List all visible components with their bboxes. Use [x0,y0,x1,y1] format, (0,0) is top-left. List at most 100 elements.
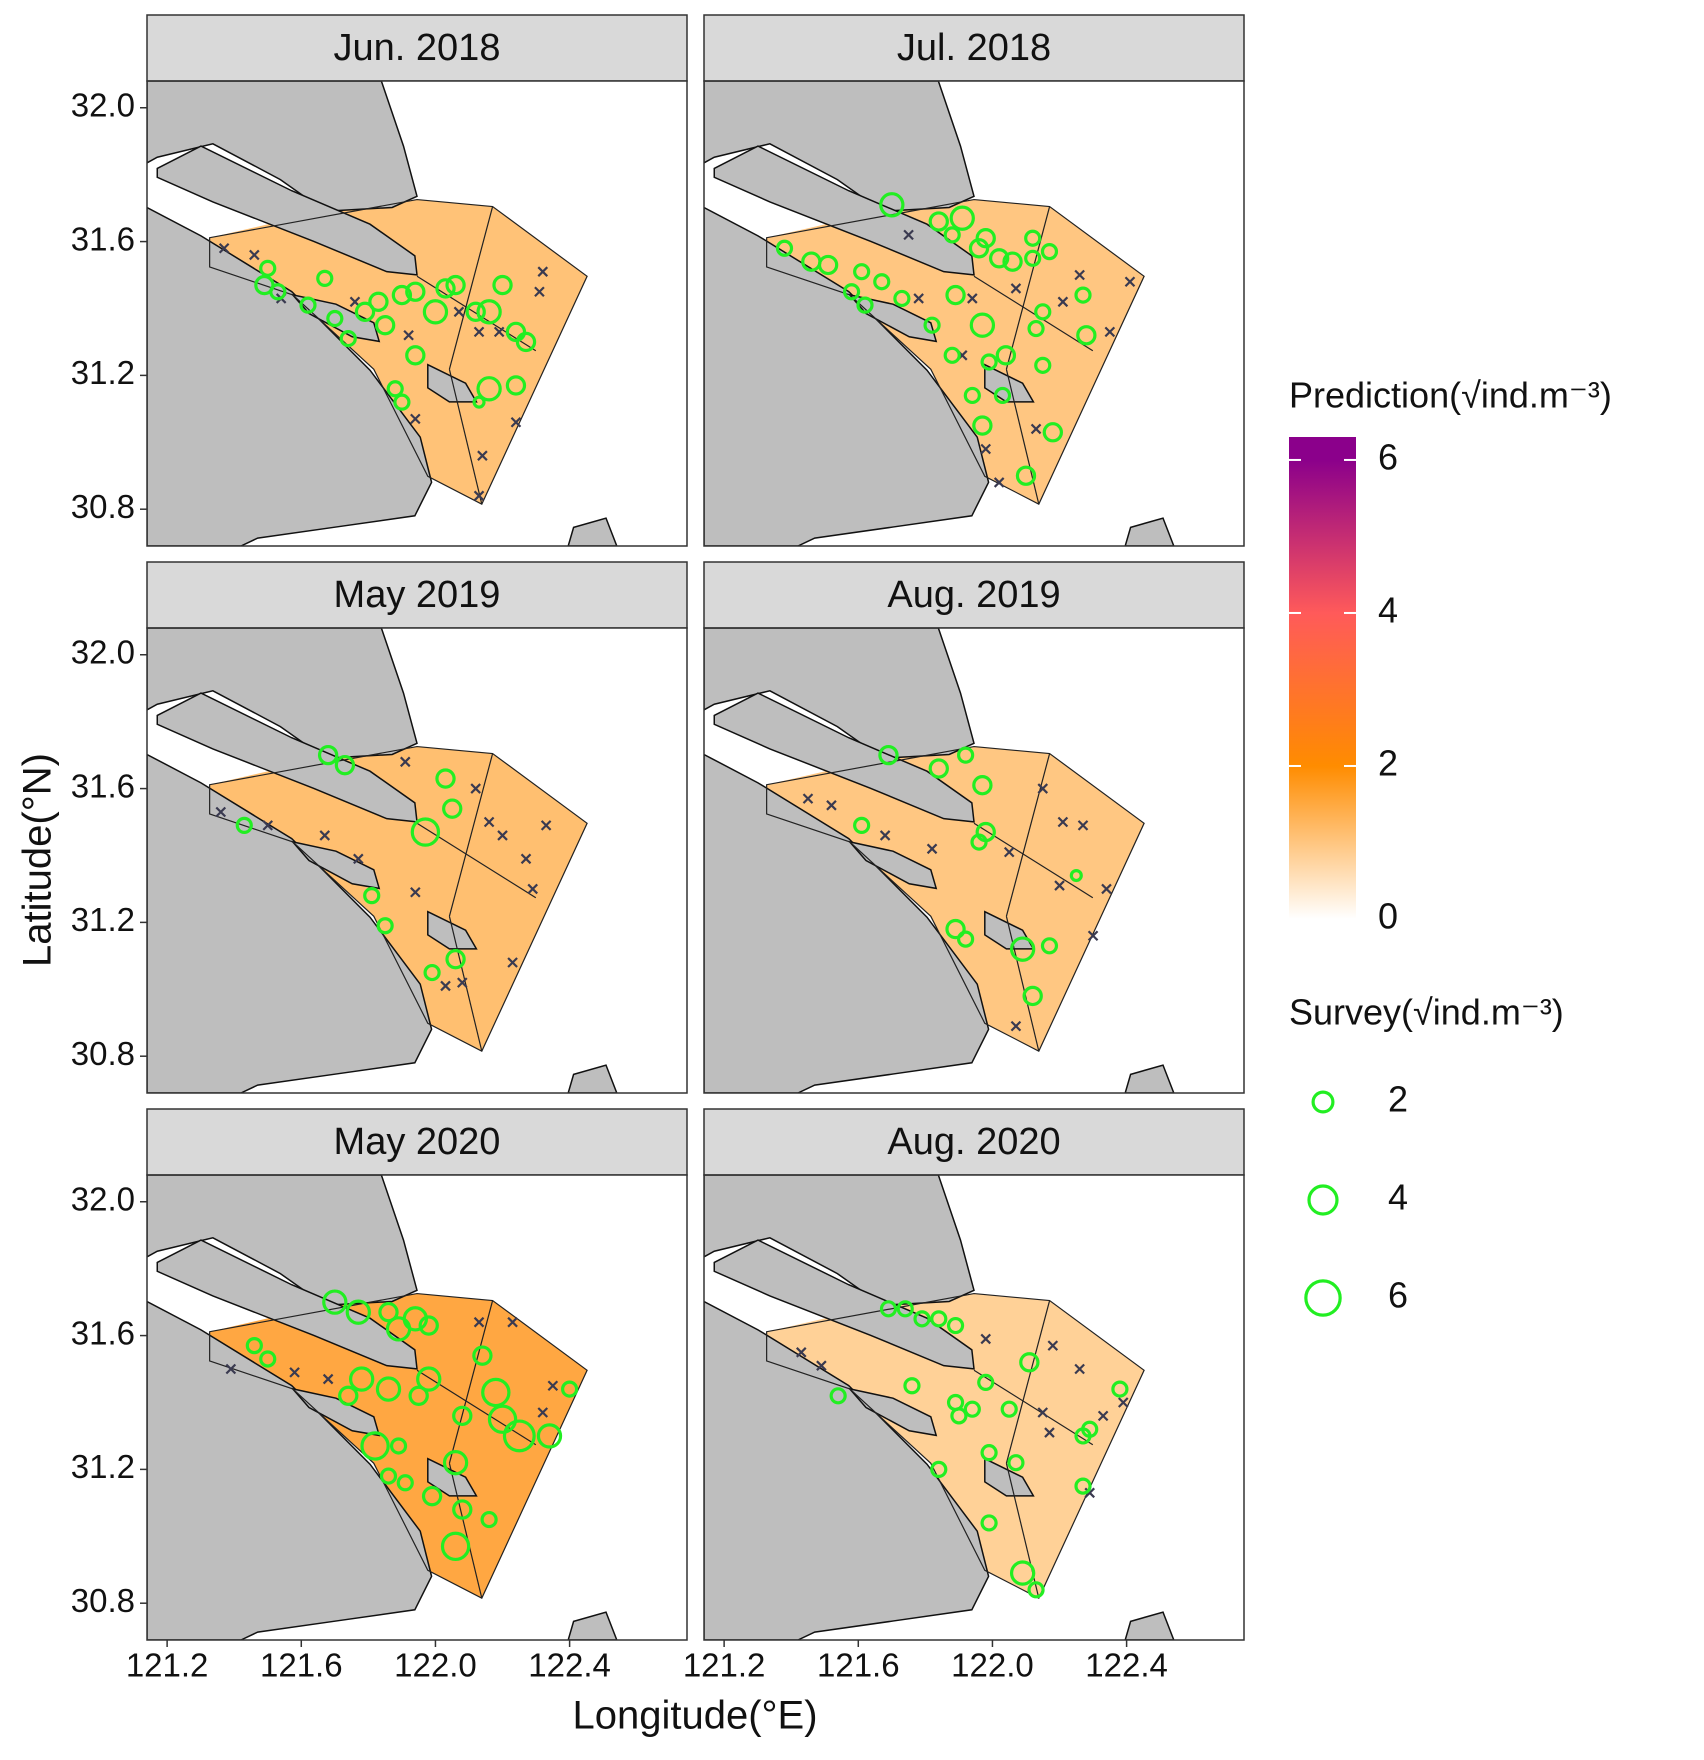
survey-point [930,1460,948,1478]
survey-point [502,1419,536,1453]
zero-catch [537,1407,549,1418]
zero-catch [967,293,978,304]
area-divider [1005,753,1051,917]
zero-catch [1037,783,1049,794]
zero-catch [453,306,465,318]
zero-catch [510,416,522,428]
survey-point [368,291,389,312]
survey-point [422,299,449,325]
panel-border [146,1174,688,1641]
survey-point [1024,229,1042,247]
size-legend-key [1311,1090,1335,1114]
colorbar-label: 0 [1378,896,1398,937]
colorbar-label: 6 [1378,436,1398,477]
land [147,753,433,1093]
survey-point [379,1467,398,1485]
zero-catch [926,843,938,855]
zero-catch [913,293,924,304]
survey-point [360,1431,390,1461]
survey-point [950,1407,968,1425]
land [704,1300,990,1640]
survey-point [405,281,426,302]
survey-point [536,1423,563,1449]
survey-point [245,1337,263,1355]
survey-point [972,415,993,436]
survey-point [416,1366,442,1392]
strip [146,14,688,82]
zero-catch [1057,816,1069,828]
land [984,1457,1035,1497]
survey-point [445,274,466,296]
survey-point [435,278,456,299]
survey-point [946,1316,965,1335]
area-divider [448,753,494,917]
survey-point [442,798,463,819]
zero-catch [879,830,891,841]
strip [703,14,1245,82]
land [704,753,990,1093]
panel-border [146,627,688,1094]
zero-catch [1003,846,1015,858]
zero-catch [1010,1020,1022,1032]
zero-catch [1074,1363,1085,1375]
zero-catch [802,793,814,804]
survey-point [928,211,949,232]
land [147,1300,433,1640]
panel-border [146,80,688,547]
survey-point [968,238,990,259]
land [704,206,990,546]
survey-point [1007,1454,1025,1472]
survey-point [975,228,996,249]
size-legend-key [1307,1184,1339,1216]
zero-catch [289,1367,300,1378]
zero-catch [322,1373,334,1385]
survey-point [269,283,287,301]
zero-catch [1117,1397,1129,1408]
survey-point [842,283,861,301]
size-legend-label: 6 [1388,1275,1408,1316]
panel-title: Jun. 2018 [334,27,501,69]
survey-point [817,254,839,276]
survey-point [421,1485,443,1507]
survey-point [980,353,998,371]
y-tick-label: 30.8 [71,1582,135,1619]
survey-point [317,744,339,766]
survey-point [259,1350,277,1368]
survey-point [481,1377,511,1408]
survey-point [896,1300,914,1318]
area-divider [448,1463,483,1599]
y-tick-label: 30.8 [71,1035,135,1072]
zero-catch [218,242,230,254]
zero-catch [249,249,260,261]
survey-point [930,1310,948,1328]
survey-point [363,887,381,905]
survey-point [879,192,905,218]
survey-point [943,226,961,244]
y-tick-label: 32.0 [71,633,135,670]
area-divider [448,369,483,505]
x-tick-label: 122.0 [394,1647,477,1684]
land [567,517,618,546]
land [156,1239,418,1370]
zero-catch [903,229,914,241]
zero-catch [547,1380,559,1392]
prediction-area [766,746,1145,1052]
y-tick-label: 31.2 [71,1448,135,1485]
survey-point [1111,1380,1129,1398]
survey-point [316,269,334,287]
prediction-area [209,746,588,1052]
land [1124,517,1175,546]
survey-point [423,963,441,982]
zero-catch [1057,296,1069,308]
zero-catch [1010,283,1022,294]
zero-catch [473,326,485,338]
area-divider [416,1369,537,1446]
size-legend-label: 2 [1388,1079,1408,1120]
survey-point [970,833,988,851]
survey-point [923,316,941,334]
area-divider [1005,1300,1051,1464]
area-divider [448,206,494,370]
size-legend-label: 4 [1388,1177,1408,1218]
colorbar [1289,437,1356,919]
